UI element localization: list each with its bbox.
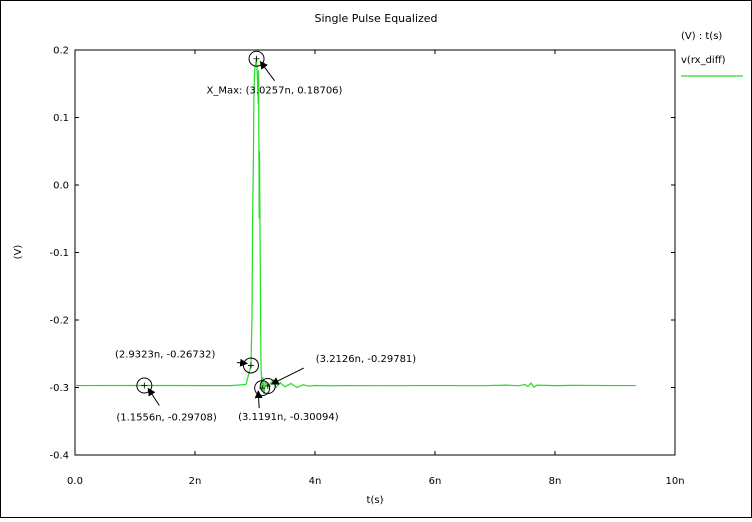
annotation-crosshair [141, 382, 148, 389]
y-tick-label: 0.2 [53, 46, 69, 57]
annotation-marker [259, 378, 276, 395]
x-tick-label: 0.0 [67, 476, 83, 487]
legend-series-label: v(rx_diff) [681, 55, 726, 66]
annotation-label: (3.2126n, -0.29781) [316, 354, 417, 365]
x-tick-label: 6n [429, 476, 442, 487]
y-axis: 0.2 0.1 0.0 -0.1 -0.2 -0.3 -0.4 [49, 46, 675, 462]
y-tick-label: -0.1 [49, 248, 69, 259]
annotation-label: X_Max: (3.0257n, 0.18706) [207, 86, 343, 97]
x-axis-label: t(s) [367, 495, 384, 506]
x-tick-label: 4n [309, 476, 322, 487]
annotations-group: X_Max: (3.0257n, 0.18706) (1.1556n, -0.29… [115, 50, 417, 424]
x-tick-label: 10n [665, 476, 684, 487]
chart-title: Single Pulse Equalized [314, 12, 437, 25]
y-tick-label: 0.0 [53, 181, 69, 192]
annotation-crosshair [247, 362, 254, 369]
y-tick-label: 0.1 [53, 113, 69, 124]
legend-header: (V) : t(s) [681, 31, 722, 42]
annotation-crosshair [253, 55, 260, 62]
annotation-marker [136, 377, 153, 394]
y-tick-label: -0.4 [49, 451, 69, 462]
series-group [74, 58, 636, 395]
annotation-crosshair [264, 383, 271, 390]
annotation-arrow [254, 390, 263, 409]
x-tick-label: 2n [189, 476, 202, 487]
annotation-label: (1.1556n, -0.29708) [116, 413, 217, 424]
annotation-label: (2.9323n, -0.26732) [115, 349, 216, 360]
annotation-arrow [259, 60, 275, 82]
annotation-arrow [147, 387, 160, 406]
y-axis-label: (V) [13, 245, 24, 260]
annotation-arrow [236, 358, 249, 367]
annotation-arrow [270, 367, 304, 385]
y-tick-label: -0.3 [49, 383, 69, 394]
annotation-marker [248, 50, 265, 67]
plot-area [74, 49, 676, 456]
series-line-v(rx_diff) [74, 58, 636, 395]
annotation-label: (3.1191n, -0.30094) [238, 412, 339, 423]
x-tick-label: 8n [549, 476, 562, 487]
y-tick-label: -0.2 [49, 316, 69, 327]
x-axis: 0.0 2n 4n 6n 8n 10n [67, 50, 685, 487]
